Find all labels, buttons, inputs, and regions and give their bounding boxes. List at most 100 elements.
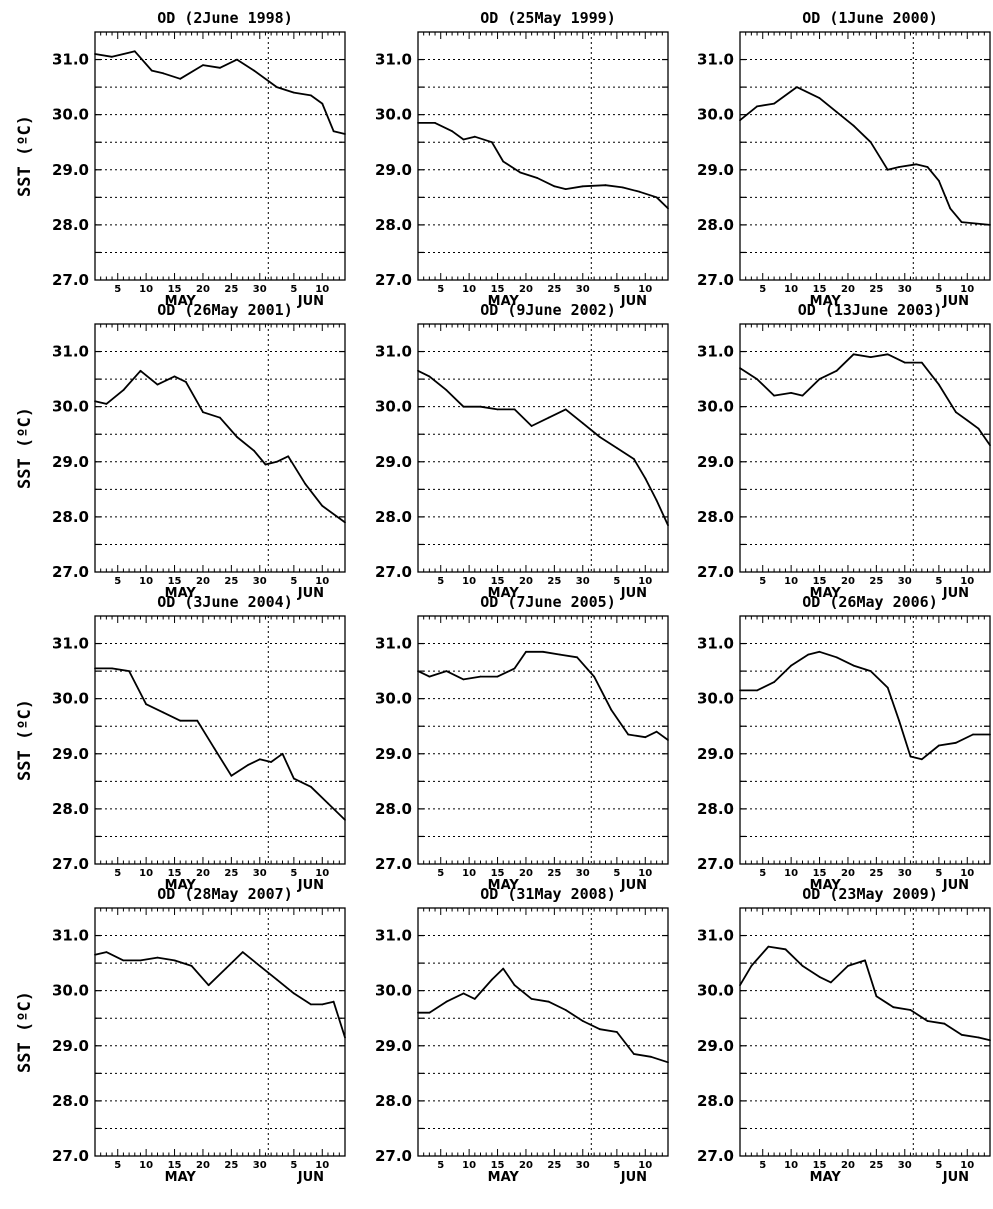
data-point [955,411,957,414]
data-point [496,675,499,678]
data-point [321,1003,324,1006]
data-point [332,130,335,133]
data-point [767,945,770,948]
data-point [94,667,96,670]
data-point [196,719,199,722]
x-tick-label: 5 [290,284,297,295]
data-point [445,389,448,391]
x-tick-label: 15 [168,1160,182,1171]
panel-8: 27.0 28.0 29.0 30.0 31.0 5 10 15 20 25 30 5 10 MAY JUN… [375,593,669,893]
x-tick-label: 20 [841,284,855,295]
x-tick-label: 10 [462,284,476,295]
data-point [915,163,917,166]
data-point [293,91,295,94]
y-tick-label: 31.0 [375,927,412,945]
month-label-may: MAY [488,586,520,601]
data-point [835,369,838,372]
data-point [275,86,278,88]
x-tick-label: 10 [960,284,974,295]
panel-4: 27.0 28.0 29.0 30.0 31.0 5 10 15 20 25 30 5 10 MAY JUN… [15,301,346,601]
x-tick-label: 5 [759,868,766,879]
data-point [903,361,906,364]
data-point [886,353,889,356]
data-point [258,758,261,761]
data-point [581,185,584,188]
data-point [94,953,96,956]
month-label-jun: JUN [620,294,647,309]
x-tick-label: 15 [813,1160,827,1171]
data-point [633,1053,635,1055]
y-tick-label: 30.0 [52,690,89,708]
x-tick-label: 5 [437,576,444,587]
y-tick-label: 30.0 [375,106,412,124]
x-tick-label: 5 [437,284,444,295]
sst-series-line [94,951,346,1038]
plot-frame [417,615,669,865]
sst-series-line [94,50,346,135]
data-point [989,733,991,736]
panel-title: OD (7June 2005) [480,593,615,611]
data-point [513,408,516,411]
sst-series-line [739,353,991,446]
data-point [213,747,216,750]
data-point [179,719,182,722]
data-point [513,984,516,987]
data-point [818,97,821,99]
month-label-jun: JUN [297,878,324,893]
month-label-may: MAY [165,586,197,601]
y-axis-label: SST (ºC) [15,991,35,1073]
y-tick-label: 27.0 [52,271,89,289]
data-point [417,670,419,672]
data-point [310,785,312,788]
data-point [310,94,312,97]
y-tick-label: 29.0 [52,161,89,179]
plot-frame [94,323,346,573]
y-tick-label: 29.0 [52,745,89,763]
data-point [920,361,923,364]
x-tick-label: 10 [960,1160,974,1171]
data-point [445,1000,448,1003]
y-tick-label: 30.0 [52,106,89,124]
month-label-may: MAY [810,586,842,601]
y-tick-label: 29.0 [52,1037,89,1055]
x-tick-label: 5 [437,868,444,879]
month-label-may: MAY [810,294,842,309]
data-point [275,460,278,463]
x-tick-label: 5 [114,868,121,879]
panel-11: 27.0 28.0 29.0 30.0 31.0 5 10 15 20 25 30 5 10 MAY JUN… [375,885,669,1185]
data-point [111,667,113,670]
data-point [960,221,963,224]
data-point [835,111,838,113]
x-tick-label: 5 [935,1160,942,1171]
y-tick-label: 28.0 [52,216,89,234]
y-tick-label: 27.0 [375,271,412,289]
data-point [451,130,453,133]
sst-series-line [418,122,669,210]
plot-frame [417,907,669,1157]
data-point [344,819,346,821]
y-tick-label: 29.0 [375,1037,412,1055]
x-tick-label: 5 [613,1160,620,1171]
data-point [667,1061,669,1064]
y-tick-label: 28.0 [52,800,89,818]
y-tick-label: 30.0 [697,982,734,1000]
data-point [207,984,210,987]
data-point [886,686,889,689]
data-point [650,1055,652,1058]
y-tick-label: 27.0 [52,563,89,581]
data-point [479,405,482,408]
x-tick-label: 20 [196,1160,210,1171]
data-point [773,681,775,683]
x-tick-label: 20 [841,868,855,879]
x-tick-label: 5 [290,1160,297,1171]
data-point [344,1036,346,1039]
data-point [491,978,493,981]
data-point [428,1011,431,1014]
data-point [287,455,290,458]
data-point [536,177,539,179]
data-point [875,995,878,998]
x-tick-label: 5 [290,576,297,587]
x-tick-label: 25 [224,1160,238,1171]
x-tick-label: 20 [196,284,210,295]
data-point [417,122,419,124]
